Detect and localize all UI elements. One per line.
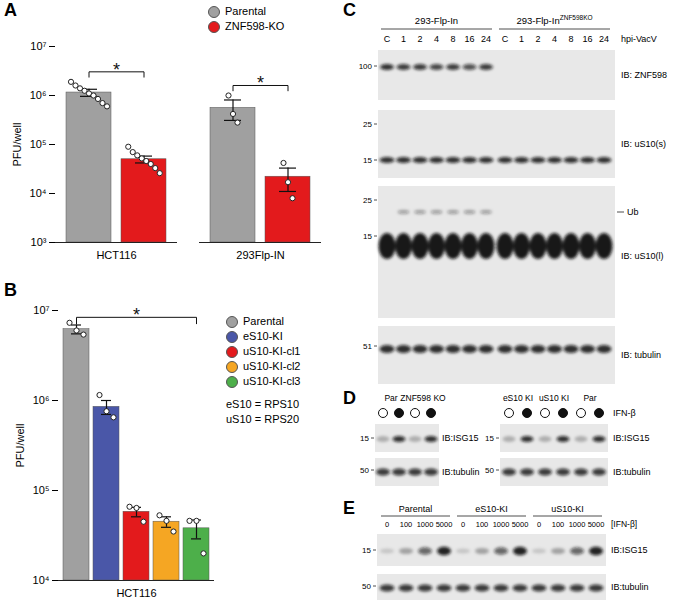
svg-text:293-Flp-InZNF598KO: 293-Flp-InZNF598KO: [516, 14, 592, 26]
svg-text:15: 15: [485, 434, 494, 443]
svg-text:Parental: Parental: [399, 504, 433, 514]
svg-text:*: *: [257, 73, 264, 93]
svg-text:0: 0: [385, 520, 389, 529]
svg-text:IB:ISG15: IB:ISG15: [611, 545, 648, 555]
svg-text:25: 25: [363, 196, 372, 205]
svg-text:10⁵: 10⁵: [30, 138, 47, 150]
svg-text:1000: 1000: [417, 520, 434, 529]
svg-text:24: 24: [481, 34, 491, 44]
svg-text:15: 15: [363, 232, 372, 241]
svg-text:2: 2: [535, 34, 540, 44]
svg-text:8: 8: [568, 34, 573, 44]
html-text:Parental: Parental: [225, 5, 266, 17]
svg-text:50: 50: [360, 466, 369, 475]
svg-text:IB:ISG15: IB:ISG15: [613, 433, 650, 443]
svg-text:4: 4: [434, 34, 439, 44]
svg-text:1000: 1000: [569, 520, 586, 529]
svg-text:51: 51: [363, 342, 372, 351]
svg-text:10⁵: 10⁵: [33, 484, 50, 496]
svg-text:C: C: [502, 34, 509, 44]
svg-text:eS10-KI: eS10-KI: [475, 504, 508, 514]
svg-text:E: E: [343, 498, 355, 518]
svg-text:1: 1: [401, 34, 406, 44]
svg-text:1: 1: [519, 34, 524, 44]
svg-text:hpi-VacV: hpi-VacV: [621, 34, 657, 44]
svg-text:IB: uS10(l): IB: uS10(l): [621, 251, 664, 261]
svg-text:*: *: [133, 305, 140, 325]
html-text:eS10-KI: eS10-KI: [243, 330, 283, 342]
html-text:uS10-KI-cl2: uS10-KI-cl2: [243, 360, 301, 372]
svg-text:16: 16: [582, 34, 592, 44]
svg-text:0: 0: [537, 520, 541, 529]
svg-text:PFU/well: PFU/well: [14, 423, 26, 467]
svg-text:IB:ISG15: IB:ISG15: [442, 433, 479, 443]
html-text:ZNF598-KO: ZNF598-KO: [225, 20, 285, 32]
svg-text:Par: Par: [583, 393, 596, 403]
svg-text:0: 0: [461, 520, 465, 529]
svg-text:293Flp-IN: 293Flp-IN: [236, 249, 284, 261]
html-text:uS10-KI-cl1: uS10-KI-cl1: [243, 345, 301, 357]
html-text:Parental: Parental: [243, 315, 284, 327]
svg-text:IB: ZNF598: IB: ZNF598: [621, 70, 667, 80]
svg-text:*: *: [113, 60, 120, 80]
html-text:eS10 = RPS10: eS10 = RPS10: [226, 398, 300, 410]
svg-text:100: 100: [476, 520, 489, 529]
svg-text:uS10 KI: uS10 KI: [539, 393, 569, 403]
svg-text:C: C: [343, 0, 356, 20]
svg-text:IB:tubulin: IB:tubulin: [611, 582, 649, 592]
svg-text:HCT116: HCT116: [96, 249, 136, 261]
svg-text:15: 15: [360, 434, 369, 443]
svg-text:10⁶: 10⁶: [30, 89, 47, 101]
svg-text:1000: 1000: [493, 520, 510, 529]
svg-text:uS10-KI: uS10-KI: [551, 504, 584, 514]
svg-text:IB: tubulin: IB: tubulin: [621, 350, 661, 360]
svg-text:5000: 5000: [512, 520, 529, 529]
svg-text:D: D: [343, 388, 356, 408]
svg-text:ZNF598 KO: ZNF598 KO: [400, 393, 446, 403]
svg-text:C: C: [384, 34, 391, 44]
svg-text:16: 16: [464, 34, 474, 44]
svg-text:10⁴: 10⁴: [33, 574, 50, 586]
svg-text:50: 50: [485, 466, 494, 475]
svg-text:2: 2: [417, 34, 422, 44]
svg-text:[IFN-β]: [IFN-β]: [611, 519, 637, 529]
svg-text:25: 25: [363, 120, 372, 129]
svg-text:100: 100: [359, 62, 373, 71]
svg-text:10⁴: 10⁴: [30, 187, 47, 199]
html-text:B: B: [4, 280, 17, 300]
svg-text:IB:tubulin: IB:tubulin: [613, 467, 651, 477]
svg-text:5000: 5000: [436, 520, 453, 529]
svg-text:100: 100: [400, 520, 413, 529]
svg-text:IB:tubulin: IB:tubulin: [442, 467, 480, 477]
html-text:uS10-KI-cl3: uS10-KI-cl3: [243, 375, 301, 387]
svg-text:5000: 5000: [588, 520, 605, 529]
svg-text:15: 15: [363, 156, 372, 165]
html-text:A: A: [4, 0, 17, 20]
svg-text:8: 8: [450, 34, 455, 44]
svg-text:10⁷: 10⁷: [33, 304, 49, 316]
svg-text:10³: 10³: [31, 236, 47, 248]
svg-text:10⁷: 10⁷: [30, 40, 46, 52]
svg-text:IFN-β: IFN-β: [613, 408, 636, 418]
svg-text:24: 24: [599, 34, 609, 44]
svg-text:293-Flp-In: 293-Flp-In: [415, 15, 458, 26]
svg-text:15: 15: [362, 546, 371, 555]
html-text:uS10 = RPS20: uS10 = RPS20: [226, 413, 300, 425]
svg-text:10⁶: 10⁶: [33, 394, 50, 406]
svg-text:4: 4: [552, 34, 557, 44]
svg-text:100: 100: [552, 520, 565, 529]
svg-text:50: 50: [362, 582, 371, 591]
svg-text:Par: Par: [384, 393, 397, 403]
svg-text:Ub: Ub: [627, 207, 639, 217]
svg-text:HCT116: HCT116: [116, 587, 156, 599]
svg-text:IB: uS10(s): IB: uS10(s): [621, 139, 666, 149]
svg-text:PFU/well: PFU/well: [11, 122, 23, 166]
svg-text:eS10 KI: eS10 KI: [503, 393, 533, 403]
